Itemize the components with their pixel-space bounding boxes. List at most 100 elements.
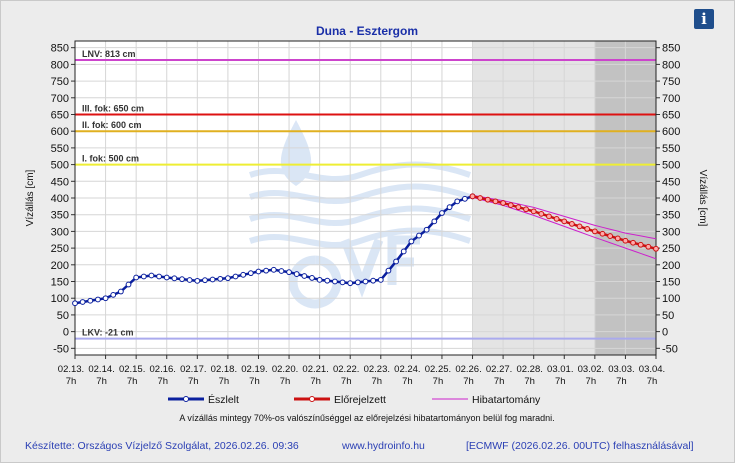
- forecast-point: [584, 225, 591, 232]
- forecast-point: [553, 215, 560, 222]
- observed-point: [301, 273, 308, 279]
- observed-point: [133, 274, 140, 281]
- y-tick-label-left: 300: [51, 226, 69, 238]
- observed-point: [263, 267, 270, 274]
- observed-point: [461, 195, 468, 202]
- forecast-point: [492, 198, 499, 205]
- legend-label: Előrejelzett: [334, 394, 386, 406]
- y-tick-label-right: 500: [662, 160, 680, 172]
- x-tick-label-hour: 7h: [494, 376, 505, 387]
- observed-point: [446, 204, 453, 211]
- y-tick-label-right: 400: [662, 193, 680, 205]
- forecast-point: [561, 218, 568, 225]
- observed-point: [95, 296, 101, 303]
- x-tick-label-date: 02.17.: [180, 364, 206, 375]
- observed-point: [309, 275, 315, 281]
- observed-point: [408, 238, 415, 245]
- y-tick-label-left: 350: [51, 210, 69, 222]
- x-tick-label-date: 03.02.: [578, 364, 604, 375]
- observed-point: [362, 278, 369, 285]
- y-tick-label-left: 850: [51, 43, 69, 55]
- y-tick-label-right: 800: [662, 59, 680, 71]
- forecast-point: [569, 220, 575, 227]
- observed-point: [72, 300, 78, 307]
- forecast-point: [607, 233, 614, 239]
- forecast-point: [500, 200, 507, 206]
- observed-point: [79, 299, 86, 305]
- x-tick-label-date: 02.21.: [302, 364, 328, 375]
- y-tick-label-left: 50: [57, 310, 69, 322]
- forecast-point: [637, 241, 644, 248]
- observed-point: [339, 279, 346, 286]
- observed-point: [286, 269, 292, 276]
- x-tick-label-date: 02.13.: [58, 364, 84, 375]
- forecast-point: [614, 235, 621, 242]
- legend-label: Hibatartomány: [472, 394, 541, 406]
- x-tick-label-hour: 7h: [96, 376, 107, 387]
- y-tick-label-left: 550: [51, 143, 69, 155]
- x-tick-label-hour: 7h: [310, 376, 321, 387]
- y-axis-label-left: Vízállás [cm]: [25, 169, 36, 226]
- threshold-label: LNV: 813 cm: [82, 49, 136, 59]
- x-tick-label-hour: 7h: [249, 376, 260, 387]
- observed-point: [385, 267, 392, 274]
- footer-website-link[interactable]: www.hydroinfo.hu: [342, 440, 425, 452]
- forecast-point: [538, 210, 545, 217]
- threshold-label: I. fok: 500 cm: [82, 154, 139, 164]
- x-tick-label-date: 02.14.: [88, 364, 114, 375]
- x-tick-label-date: 02.18.: [211, 364, 237, 375]
- x-tick-label-date: 02.27.: [486, 364, 512, 375]
- observed-point: [110, 291, 117, 298]
- info-icon[interactable]: i: [694, 9, 714, 29]
- x-tick-label-date: 02.22.: [333, 364, 359, 375]
- x-tick-label-hour: 7h: [524, 376, 535, 387]
- observed-point: [354, 279, 361, 286]
- y-tick-label-right: 700: [662, 93, 680, 105]
- y-tick-label-left: 250: [51, 243, 69, 255]
- x-tick-label-hour: 7h: [647, 376, 658, 387]
- y-axis-label-right: Vízállás [cm]: [697, 170, 708, 227]
- x-tick-label-date: 02.16.: [150, 364, 176, 375]
- chart-note: A vízállás mintegy 70%-os valószínűségge…: [179, 413, 554, 423]
- chart-title: Duna - Esztergom: [316, 24, 418, 38]
- y-tick-label-right: 600: [662, 126, 680, 138]
- x-tick-label-date: 02.26.: [455, 364, 481, 375]
- forecast-point: [523, 206, 529, 213]
- ovf-watermark-logo: [249, 120, 471, 309]
- y-tick-label-left: 450: [51, 176, 69, 188]
- y-tick-label-left: 100: [51, 293, 69, 305]
- forecast-point: [484, 196, 491, 203]
- observed-point: [186, 277, 193, 283]
- y-tick-label-right: 200: [662, 260, 680, 272]
- observed-point: [209, 276, 216, 283]
- observed-point: [217, 275, 224, 282]
- y-tick-label-left: 200: [51, 260, 69, 272]
- x-tick-label-hour: 7h: [341, 376, 352, 387]
- y-tick-label-right: 0: [662, 327, 668, 339]
- observed-point: [416, 232, 422, 239]
- legend-label: Észlelt: [208, 393, 239, 406]
- y-tick-label-right: 100: [662, 293, 680, 305]
- observed-point: [224, 275, 231, 282]
- observed-point: [400, 248, 407, 255]
- forecast-point: [599, 230, 606, 237]
- x-tick-label-hour: 7h: [402, 376, 413, 387]
- x-tick-label-hour: 7h: [433, 376, 444, 387]
- x-tick-label-hour: 7h: [372, 376, 383, 387]
- y-tick-label-left: 500: [51, 160, 69, 172]
- y-tick-label-right: 650: [662, 109, 680, 121]
- observed-point: [202, 277, 208, 284]
- x-tick-label-hour: 7h: [127, 376, 138, 387]
- x-tick-label-hour: 7h: [555, 376, 566, 387]
- forecast-point: [653, 245, 659, 252]
- forecast-point: [515, 204, 522, 211]
- observed-point: [454, 198, 461, 205]
- observed-point: [148, 272, 155, 279]
- observed-point: [316, 276, 323, 283]
- y-tick-label-right: 300: [662, 226, 680, 238]
- x-tick-label-hour: 7h: [280, 376, 291, 387]
- x-tick-label-date: 03.03.: [608, 364, 634, 375]
- x-tick-label-date: 02.25.: [425, 364, 451, 375]
- y-tick-label-left: 0: [63, 327, 69, 339]
- x-tick-label-date: 03.01.: [547, 364, 573, 375]
